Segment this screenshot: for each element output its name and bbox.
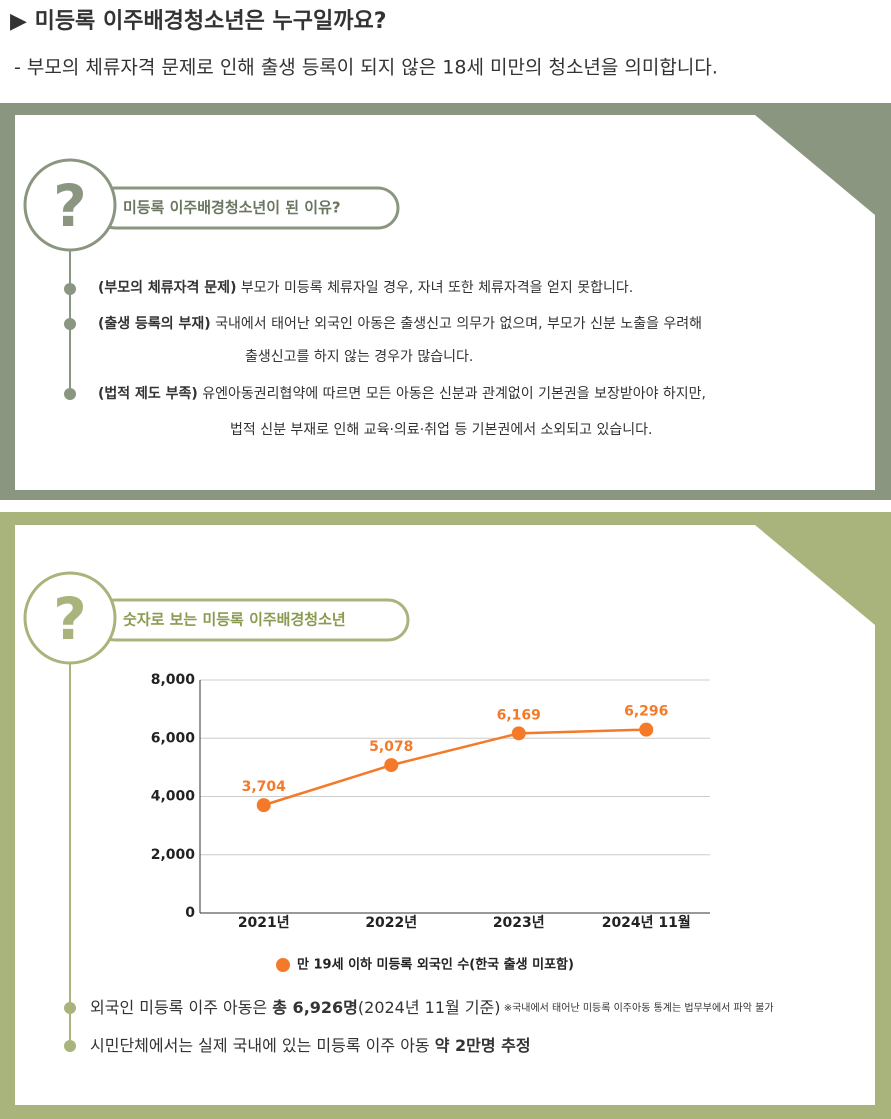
reason-label: (출생 등록의 부재) xyxy=(98,315,211,332)
reason-label: (법적 제도 부족) xyxy=(98,385,198,402)
note-emphasis: 총 6,926명 xyxy=(272,998,358,1017)
reason-label: (부모의 체류자격 문제) xyxy=(98,279,236,296)
section-heading: 숫자로 보는 미등록 이주배경청소년 xyxy=(123,611,346,629)
bullet xyxy=(64,283,76,295)
page-subtitle: - 부모의 체류자격 문제로 인해 출생 등록이 되지 않은 18세 미만의 청… xyxy=(14,57,718,79)
chart: 0 2,000 4,000 6,000 8,000 2021년 2022년 2023년 2024… xyxy=(151,672,710,973)
note-text: (2024년 11월 기준) xyxy=(358,998,501,1017)
note-text: 시민단체에서는 실제 국내에 있는 미등록 이주 아동 xyxy=(90,1036,435,1055)
value-label: 6,296 xyxy=(624,704,668,720)
legend-swatch xyxy=(276,958,290,972)
reason: (부모의 체류자격 문제) 부모가 미등록 체류자일 경우, 자녀 또한 체류자… xyxy=(98,279,633,296)
reason-text: 부모가 미등록 체류자일 경우, 자녀 또한 체류자격을 얻지 못합니다. xyxy=(236,280,633,296)
point xyxy=(384,758,399,773)
icon-circle xyxy=(23,571,117,665)
page-title: ▶ 미등록 이주배경청소년은 누구일까요? xyxy=(10,9,387,34)
bullet xyxy=(64,1002,76,1014)
line xyxy=(263,728,647,807)
reason: (출생 등록의 부재) 국내에서 태어난 외국인 아동은 출생신고 의무가 없으… xyxy=(98,315,702,332)
value-label: 3,704 xyxy=(242,779,287,795)
reason-text: 유엔아동권리협약에 따르면 모든 아동은 신분과 관계없이 기본권을 보장받아야… xyxy=(198,386,706,402)
reason-text: 법적 신분 부재로 인해 교육·의료·취업 등 기본권에서 소외되고 있습니다. xyxy=(230,422,652,438)
point xyxy=(511,726,526,741)
reason-text: 국내에서 태어난 외국인 아동은 출생신고 의무가 없으며, 부모가 신분 노출… xyxy=(211,316,702,332)
icon: ? xyxy=(53,172,87,240)
note-emphasis: 약 2만명 추정 xyxy=(435,1036,531,1055)
bullet xyxy=(64,318,76,330)
y-tick-label: 4,000 xyxy=(151,789,196,805)
value-label: 5,078 xyxy=(369,739,413,755)
icon-circle xyxy=(23,158,117,252)
bullet xyxy=(64,1040,76,1052)
x-tick-label: 2021년 xyxy=(238,915,290,931)
reason: (법적 제도 부족) 유엔아동권리협약에 따르면 모든 아동은 신분과 관계없이… xyxy=(98,385,706,402)
note: 시민단체에서는 실제 국내에 있는 미등록 이주 아동 약 2만명 추정 xyxy=(90,1036,531,1055)
note-text: 외국인 미등록 이주 아동은 xyxy=(90,998,272,1017)
y-tick-label: 8,000 xyxy=(151,672,196,688)
footnote: ※국내에서 태어난 미등록 이주아동 통계는 법무부에서 파악 불가 xyxy=(501,1002,774,1014)
icon: ? xyxy=(53,585,87,653)
x-tick-label: 2023년 xyxy=(493,915,545,931)
value-label: 6,169 xyxy=(497,707,541,723)
legend-label: 만 19세 이하 미등록 외국인 수(한국 출생 미포함) xyxy=(297,957,574,973)
point xyxy=(256,798,271,813)
point xyxy=(639,722,654,737)
y-tick-label: 0 xyxy=(185,905,195,921)
y-tick-label: 6,000 xyxy=(151,730,196,746)
y-tick-label: 2,000 xyxy=(151,847,196,863)
section-heading: 미등록 이주배경청소년이 된 이유? xyxy=(123,199,341,217)
reason-text: 출생신고를 하지 않는 경우가 많습니다. xyxy=(245,349,473,365)
note: 외국인 미등록 이주 아동은 총 6,926명(2024년 11월 기준) ※국… xyxy=(90,998,774,1017)
card xyxy=(15,525,875,1105)
x-tick-label: 2022년 xyxy=(365,915,417,931)
bullet xyxy=(64,388,76,400)
x-tick-label: 2024년 11월 xyxy=(602,914,691,931)
